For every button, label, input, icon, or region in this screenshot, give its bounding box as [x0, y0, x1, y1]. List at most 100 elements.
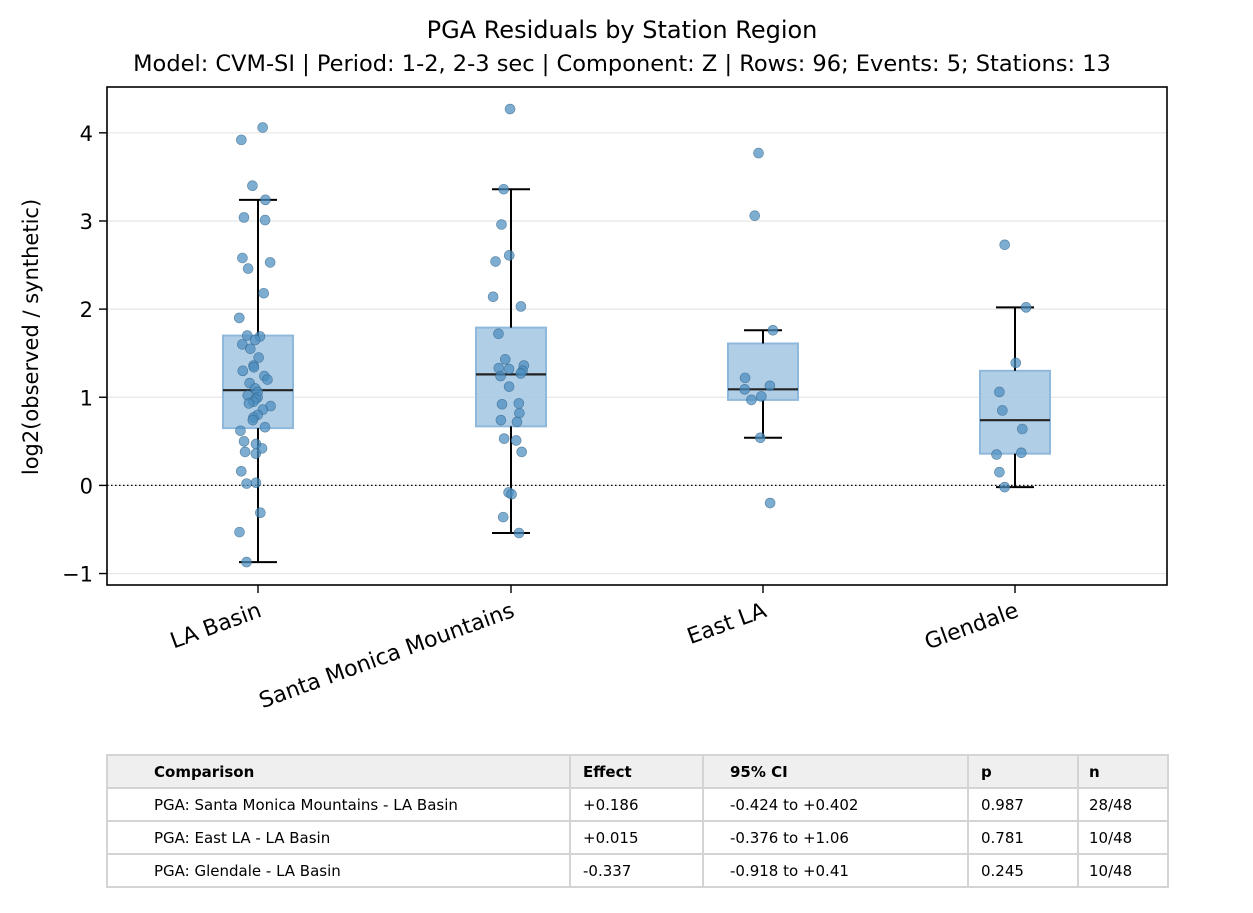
- data-point: [237, 252, 248, 264]
- header-n: n: [1077, 754, 1169, 789]
- data-point: [514, 407, 525, 419]
- data-point: [753, 147, 764, 159]
- y-tick-label: 1: [80, 386, 93, 410]
- cell-comparison: PGA: East LA - LA Basin: [106, 820, 571, 855]
- data-point: [235, 465, 247, 477]
- x-tick-label: Santa Monica Mountains: [256, 598, 518, 714]
- data-point: [241, 478, 252, 489]
- data-point: [257, 122, 268, 133]
- data-point: [739, 372, 751, 384]
- box-group: [475, 188, 547, 534]
- data-point: [1017, 423, 1028, 435]
- data-point: [767, 324, 779, 336]
- data-point: [250, 448, 262, 459]
- data-point: [237, 365, 249, 377]
- data-point: [764, 380, 776, 392]
- box-group: [727, 329, 799, 439]
- cell-ci: -0.424 to +0.402: [702, 787, 969, 822]
- data-point: [1010, 357, 1022, 369]
- data-point: [255, 507, 266, 519]
- box-group: [979, 306, 1051, 489]
- cell-p: 0.781: [967, 820, 1079, 855]
- data-point: [994, 466, 1005, 478]
- data-point: [503, 250, 515, 261]
- data-point: [235, 425, 246, 437]
- data-point: [260, 194, 271, 206]
- table-header-row: Comparison Effect 95% CI p n: [106, 754, 1169, 789]
- y-axis-ticks: −1 0 1 2 3 4: [62, 122, 107, 587]
- box-plot-chart: PGA Residuals by Station Region Model: C…: [19, 16, 1168, 714]
- data-point: [495, 370, 506, 382]
- data-point: [237, 339, 248, 350]
- data-point: [515, 368, 527, 379]
- cell-comparison: PGA: Glendale - LA Basin: [106, 853, 571, 888]
- y-axis-label: log2(observed / synthetic): [19, 199, 43, 475]
- chart-subtitle: Model: CVM-SI | Period: 1-2, 2-3 sec | C…: [133, 51, 1111, 77]
- data-point: [499, 354, 511, 365]
- data-point: [739, 384, 751, 395]
- cell-ci: -0.918 to +0.41: [702, 853, 969, 888]
- data-point: [250, 477, 262, 489]
- data-point: [259, 214, 271, 226]
- data-point: [493, 328, 504, 340]
- x-tick-label: LA Basin: [167, 598, 265, 654]
- cell-n: 10/48: [1077, 820, 1169, 855]
- data-point: [259, 421, 271, 433]
- data-point: [496, 219, 507, 230]
- data-point: [764, 497, 776, 509]
- data-point: [234, 526, 245, 538]
- data-point: [238, 212, 250, 223]
- data-point: [495, 414, 507, 426]
- points-layer: [233, 103, 1032, 568]
- data-point: [503, 381, 515, 392]
- cell-n: 10/48: [1077, 853, 1169, 888]
- data-point: [239, 446, 251, 458]
- header-ci: 95% CI: [702, 754, 969, 789]
- x-tick-label: Glendale: [921, 598, 1021, 655]
- data-point: [999, 239, 1011, 251]
- y-tick-label: 3: [80, 210, 93, 234]
- y-tick-label: 0: [80, 474, 93, 498]
- data-point: [498, 183, 509, 195]
- boxes-layer: [222, 188, 1051, 564]
- data-point: [245, 343, 256, 355]
- data-point: [233, 312, 245, 324]
- data-point: [513, 527, 525, 539]
- cell-comparison: PGA: Santa Monica Mountains - LA Basin: [106, 787, 571, 822]
- data-point: [238, 436, 250, 447]
- data-point: [264, 257, 276, 268]
- data-point: [991, 449, 1002, 460]
- data-point: [241, 556, 252, 568]
- data-point: [999, 481, 1010, 493]
- table-row: PGA: East LA - LA Basin +0.015 -0.376 to…: [106, 820, 1169, 855]
- data-point: [504, 103, 516, 115]
- chart-title: PGA Residuals by Station Region: [427, 16, 818, 44]
- header-comparison: Comparison: [106, 754, 571, 789]
- cell-ci: -0.376 to +1.06: [702, 820, 969, 855]
- data-point: [754, 432, 766, 444]
- data-point: [994, 386, 1005, 398]
- data-point: [506, 488, 517, 500]
- box-iqr: [979, 369, 1051, 455]
- data-point: [997, 405, 1008, 416]
- data-point: [242, 263, 254, 274]
- cell-effect: +0.186: [569, 787, 704, 822]
- header-effect: Effect: [569, 754, 704, 789]
- cell-p: 0.987: [967, 787, 1079, 822]
- data-point: [1016, 447, 1027, 459]
- data-point: [497, 511, 509, 523]
- header-p: p: [967, 754, 1079, 789]
- data-point: [496, 399, 508, 410]
- data-point: [746, 394, 757, 406]
- table-row: PGA: Santa Monica Mountains - LA Basin +…: [106, 787, 1169, 822]
- data-point: [490, 256, 501, 267]
- data-point: [253, 352, 264, 363]
- data-point: [487, 291, 499, 303]
- box-iqr: [475, 326, 547, 428]
- cell-n: 28/48: [1077, 787, 1169, 822]
- data-point: [247, 414, 259, 426]
- data-point: [248, 361, 260, 373]
- data-point: [510, 435, 522, 446]
- data-point: [249, 334, 261, 346]
